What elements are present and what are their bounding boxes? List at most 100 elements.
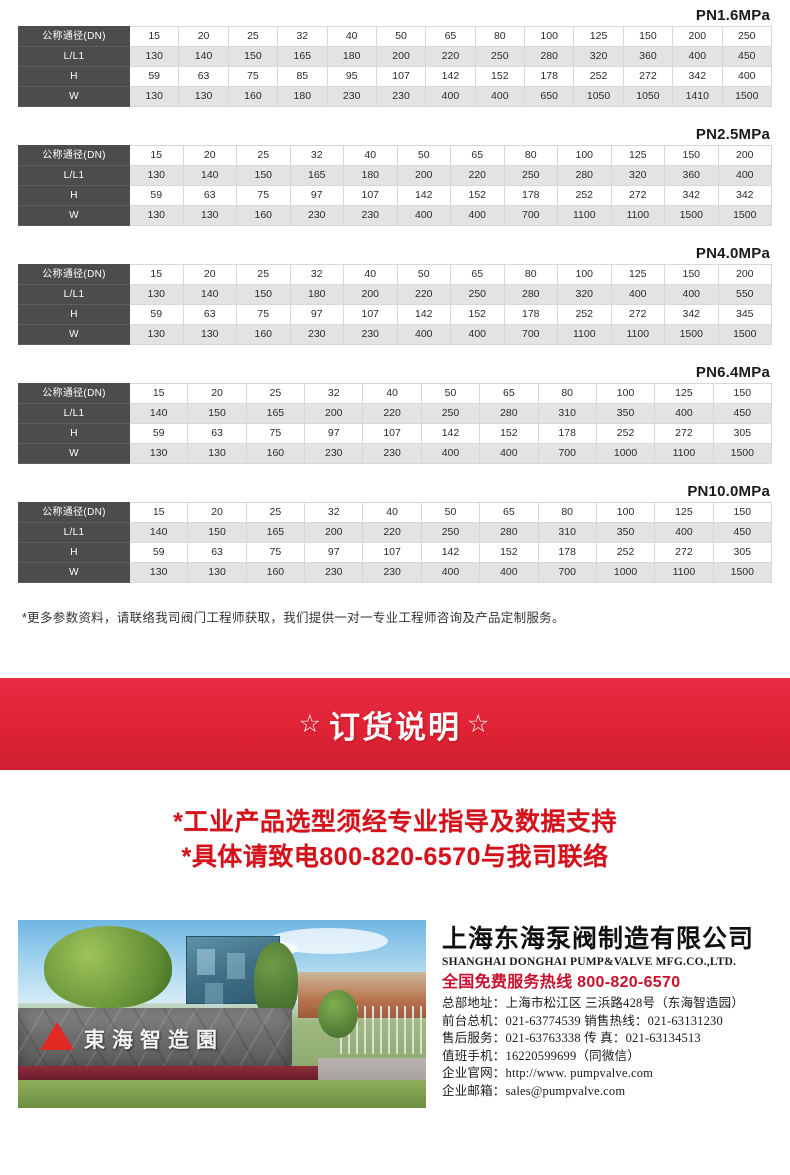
table-row: H 59 63 75 97 107 142 152 178 252 272 305: [18, 423, 773, 444]
table-cell: 230: [343, 205, 398, 226]
table-cell: 200: [396, 165, 451, 186]
order-notes-title: 订货说明: [329, 709, 461, 745]
table-cell: 75: [245, 423, 306, 444]
table-cell: 305: [712, 542, 773, 563]
table-cell: 40: [362, 383, 422, 404]
table-cell: 700: [537, 443, 597, 464]
table-cell: 75: [236, 185, 291, 206]
spec-table: 公称通径(DN) 15 20 25 32 40 50 65 80 100 125 150 L/L1 140…: [18, 383, 773, 464]
table-cell: 400: [479, 443, 539, 464]
table-cell: 230: [362, 443, 422, 464]
row-header-cell: W: [18, 443, 130, 464]
table-cell: 342: [664, 304, 719, 325]
table-cell: 1100: [557, 205, 612, 226]
table-cell: 305: [712, 423, 773, 444]
table-cell: 15: [129, 145, 184, 166]
row-header-cell: H: [18, 66, 130, 87]
tree-icon: [318, 990, 358, 1038]
table-cell: 1100: [654, 562, 714, 583]
table-cell: 40: [326, 26, 377, 47]
contact-line: 前台总机：021-63774539 销售热线：021-63131230: [442, 1013, 723, 1028]
table-cell: 150: [236, 165, 291, 186]
table-cell: 200: [717, 264, 772, 285]
table-cell: 1100: [610, 324, 665, 345]
table-cell: 250: [721, 26, 772, 47]
table-cell: 450: [721, 46, 772, 67]
table-cell: 230: [289, 205, 344, 226]
table-cell: 150: [712, 383, 773, 404]
table-cell: 97: [289, 304, 344, 325]
table-cell: 180: [343, 165, 398, 186]
table-cell: 230: [375, 86, 427, 107]
table-cell: 200: [343, 284, 398, 305]
table-cell: 650: [523, 86, 575, 107]
table-cell: 400: [654, 522, 714, 543]
hotline-number: 800-820-6570: [577, 974, 681, 991]
table-cell: 280: [557, 165, 612, 186]
table-cell: 310: [537, 522, 597, 543]
table-row: H 59 63 75 97 107 142 152 178 252 272 342 345: [18, 304, 772, 325]
table-cell: 400: [396, 324, 451, 345]
table-cell: 63: [182, 304, 237, 325]
row-header-cell: L/L1: [18, 403, 130, 424]
table-cell: 59: [129, 185, 184, 206]
table-cell: 1100: [557, 324, 612, 345]
table-cell: 59: [129, 304, 184, 325]
table-cell: 152: [479, 542, 539, 563]
contact-line: 售后服务：021-63763338 传 真：021-63134513: [442, 1031, 701, 1045]
table-cell: 178: [503, 185, 558, 206]
table-row: L/L1 130 140 150 165 180 200 220 250 280 320 360 400…: [18, 46, 772, 67]
row-header-cell: 公称通径(DN): [18, 26, 130, 47]
table-cell: 107: [343, 185, 398, 206]
spec-table-title: PN6.4MPa: [695, 364, 770, 381]
table-cell: 152: [479, 423, 539, 444]
notice-line-2: *具体请致电800-820-6570与我司联络: [181, 843, 609, 871]
star-left-icon: ☆: [298, 709, 323, 738]
table-cell: 230: [326, 86, 377, 107]
table-cell: 150: [227, 46, 279, 67]
table-cell: 142: [396, 304, 451, 325]
row-header-cell: W: [18, 562, 130, 583]
table-cell: 250: [420, 522, 481, 543]
table-cell: 400: [474, 86, 526, 107]
table-cell: 165: [289, 165, 344, 186]
table-cell: 220: [450, 165, 505, 186]
table-cell: 97: [304, 542, 364, 563]
table-cell: 125: [654, 383, 714, 404]
table-cell: 130: [187, 562, 247, 583]
table-cell: 320: [573, 46, 624, 67]
table-cell: 1050: [622, 86, 674, 107]
table-cell: 150: [664, 145, 719, 166]
table-cell: 252: [595, 542, 656, 563]
table-cell: 130: [182, 324, 237, 345]
table-row: W 130 130 160 230 230 400 400 700 1100 1100 1500 150…: [18, 205, 772, 226]
table-cell: 63: [187, 423, 247, 444]
table-cell: 142: [425, 66, 476, 87]
table-cell: 450: [712, 522, 773, 543]
spec-table: 公称通径(DN) 15 20 25 32 40 50 65 80 100 125 150 L/L1 140…: [18, 502, 773, 583]
table-cell: 107: [343, 304, 398, 325]
spec-table-title: PN4.0MPa: [695, 245, 770, 262]
company-cn-name: 上海东海泵阀制造有限公司: [442, 925, 755, 953]
table-cell: 342: [717, 185, 772, 206]
table-cell: 125: [573, 26, 624, 47]
table-row: 公称通径(DN) 15 20 25 32 40 50 65 80 100 125 150: [18, 502, 773, 523]
table-cell: 165: [245, 522, 306, 543]
table-cell: 342: [664, 185, 719, 206]
table-cell: 140: [128, 403, 189, 424]
hedge: [18, 1066, 318, 1084]
table-cell: 130: [128, 86, 180, 107]
row-header-cell: L/L1: [18, 284, 130, 305]
table-cell: 1500: [717, 324, 772, 345]
table-cell: 272: [654, 423, 714, 444]
table-cell: 25: [236, 145, 291, 166]
table-cell: 180: [289, 284, 344, 305]
table-cell: 220: [396, 284, 451, 305]
table-cell: 252: [557, 304, 612, 325]
table-cell: 80: [503, 145, 558, 166]
table-cell: 450: [712, 403, 773, 424]
table-row: 公称通径(DN) 15 20 25 32 40 50 65 80 100 125 150 200: [18, 145, 772, 166]
table-cell: 150: [664, 264, 719, 285]
table-cell: 180: [326, 46, 377, 67]
table-cell: 272: [610, 304, 665, 325]
